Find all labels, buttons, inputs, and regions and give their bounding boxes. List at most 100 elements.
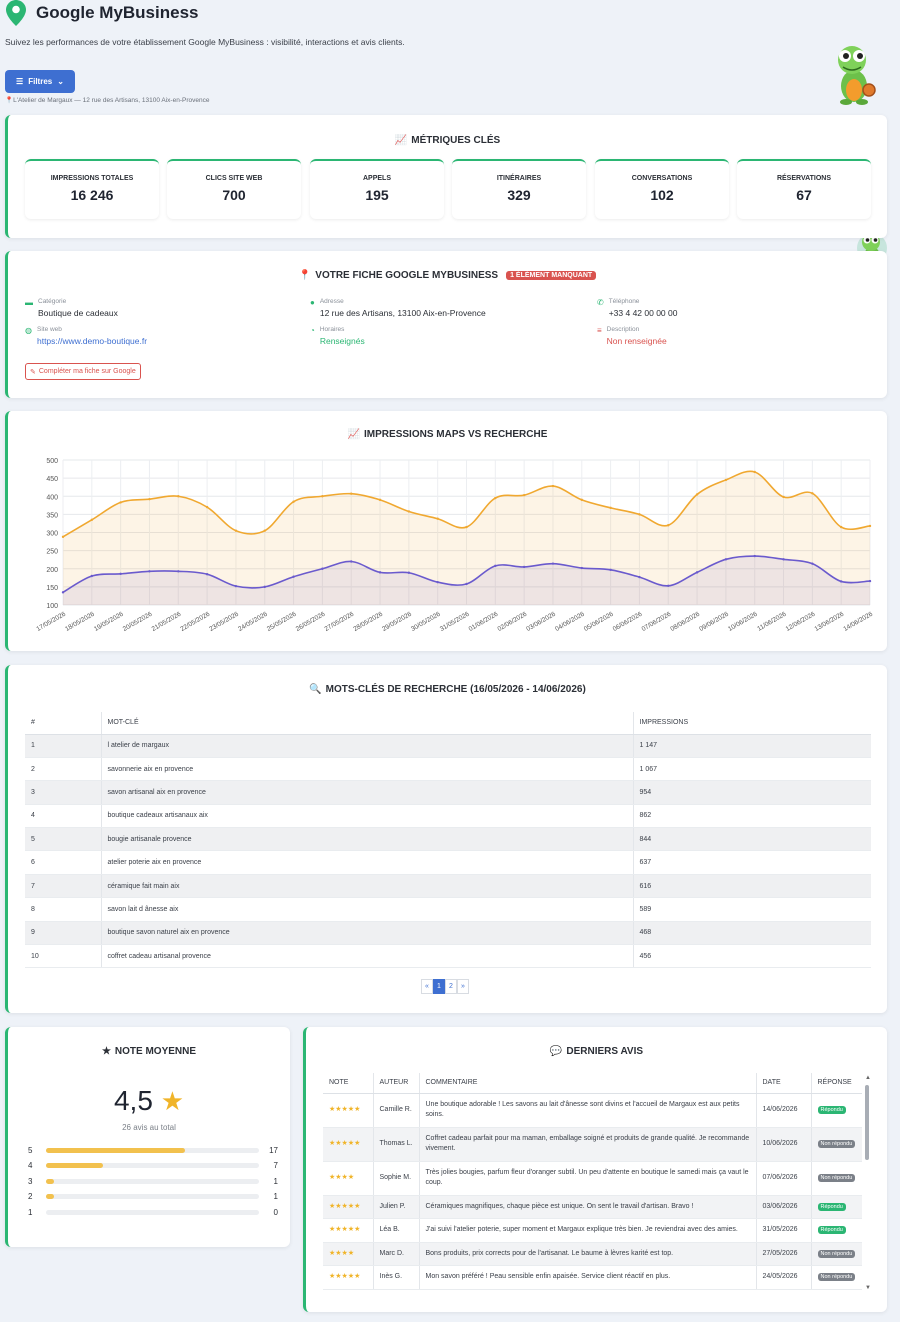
field-label: Site web — [36, 326, 62, 333]
data-point — [177, 495, 180, 498]
metric-conversations: CONVERSATIONS 102 — [595, 159, 729, 219]
profile-field: ✆ Téléphone +33 4 42 00 00 00 — [597, 298, 677, 318]
metric-label: IMPRESSIONS TOTALES — [50, 175, 134, 182]
data-point — [263, 585, 266, 589]
profile-title-text: VOTRE FICHE GOOGLE MYBUSINESS — [315, 270, 499, 281]
review-row: ★★★★★ Inès G. Mon savon préféré ! Peau sen… — [323, 1265, 862, 1290]
page-1[interactable]: 1 — [433, 979, 445, 994]
review-reply: Non répondu — [810, 1265, 862, 1290]
profile-title: 📍 VOTRE FICHE GOOGLE MYBUSINESS 1 ÉLÉMEN… — [8, 270, 887, 281]
review-date: 10/06/2026 — [755, 1127, 811, 1162]
review-reply: Répondu — [810, 1093, 862, 1128]
table-row: 8 savon lait d ânesse aix 589 — [25, 897, 871, 922]
filters-button[interactable]: ☰ Filtres ⌄ — [5, 70, 75, 93]
metrics-title: 📈 MÉTRIQUES CLÉS — [8, 135, 887, 146]
table-cell: 1 — [25, 734, 101, 758]
field-value[interactable]: https://www.demo-boutique.fr — [36, 336, 148, 346]
field-label: Adresse — [319, 298, 344, 305]
data-point — [350, 492, 353, 495]
star-level: 2 — [28, 1192, 33, 1201]
scroll-down-icon[interactable]: ▼ — [865, 1285, 871, 1291]
y-tick-label: 100 — [46, 603, 58, 610]
map-pin-icon: ● — [310, 298, 315, 307]
metric-directions: ITINÉRAIRES 329 — [452, 159, 586, 219]
field-label: Téléphone — [608, 298, 640, 305]
store-icon: ▬ — [25, 298, 33, 307]
data-point — [868, 579, 872, 583]
table-cell: 844 — [632, 827, 871, 852]
metric-label: CLICS SITE WEB — [205, 175, 263, 182]
rating-bar-track — [46, 1194, 259, 1199]
table-cell: savonnerie aix en provence — [100, 757, 633, 782]
map-marker-icon: 📍 — [298, 270, 312, 281]
data-point — [839, 525, 843, 529]
data-point — [580, 566, 583, 570]
page-2[interactable]: 2 — [445, 979, 457, 994]
x-tick-label: 26/05/2026 — [295, 610, 327, 633]
page-next[interactable]: » — [457, 979, 469, 994]
keywords-card: 🔍 MOTS-CLÉS DE RECHERCHE (16/05/2026 - 14… — [5, 665, 887, 1013]
col-impressions: IMPRESSIONS — [632, 712, 871, 735]
reviews-scrollbar[interactable]: ▲ ▼ — [865, 1075, 871, 1295]
scroll-up-icon[interactable]: ▲ — [865, 1075, 871, 1081]
review-date: 03/06/2026 — [755, 1195, 811, 1219]
data-point — [407, 510, 411, 513]
table-cell: céramique fait main aix — [100, 874, 633, 899]
metrics-title-text: MÉTRIQUES CLÉS — [411, 135, 501, 146]
review-note: ★★★★★ — [323, 1265, 373, 1290]
review-comment: Coffret cadeau parfait pour ma maman, em… — [418, 1127, 756, 1162]
y-tick-label: 200 — [46, 567, 58, 574]
rating-value-row: 4,5 ★ — [8, 1085, 290, 1117]
rating-bar-track — [46, 1209, 259, 1215]
x-tick-label: 10/06/2026 — [727, 610, 759, 633]
data-point — [234, 529, 238, 532]
x-tick-label: 21/05/2026 — [151, 610, 183, 633]
data-point — [205, 572, 209, 576]
profile-field: ≡ Description Non renseignée — [597, 326, 667, 346]
complete-profile-button[interactable]: ✎ Compléter ma fiche sur Google — [25, 363, 141, 380]
series-area — [63, 471, 870, 605]
metrics-card: 📈 MÉTRIQUES CLÉS IMPRESSIONS TOTALES 16 24… — [5, 115, 887, 238]
metric-label: ITINÉRAIRES — [496, 175, 542, 182]
field-value: Non renseignée — [606, 336, 667, 346]
x-tick-label: 18/05/2026 — [64, 610, 96, 633]
page-subtitle: Suivez les performances de votre établis… — [5, 37, 405, 47]
metric-web-clicks: CLICS SITE WEB 700 — [167, 159, 301, 219]
table-cell: 862 — [632, 804, 871, 829]
review-row: ★★★★ Sophie M. Très jolies bougies, parfum… — [323, 1161, 862, 1196]
profile-field: ● Adresse 12 rue des Artisans, 13100 Aix-e… — [310, 298, 486, 318]
y-tick-label: 250 — [46, 549, 58, 556]
sliders-icon: ☰ — [16, 77, 24, 86]
review-note: ★★★★★ — [323, 1127, 373, 1162]
data-point — [494, 564, 497, 568]
x-tick-label: 09/06/2026 — [698, 610, 730, 633]
rating-bar-track — [46, 1178, 259, 1184]
x-tick-label: 17/05/2026 — [35, 610, 67, 633]
data-point — [695, 493, 699, 496]
review-date: 31/05/2026 — [755, 1218, 811, 1243]
field-value: Boutique de cadeaux — [38, 308, 118, 318]
review-row: ★★★★★ Julien P. Céramiques magnifiques, ch… — [323, 1195, 862, 1219]
reviews-title-text: DERNIERS AVIS — [566, 1046, 644, 1057]
x-tick-label: 08/06/2026 — [669, 610, 701, 633]
rating-count: 7 — [273, 1161, 278, 1170]
data-point — [378, 571, 382, 574]
table-cell: 4 — [25, 804, 101, 829]
data-point — [234, 584, 238, 588]
table-cell: 9 — [25, 921, 101, 946]
x-tick-label: 19/05/2026 — [93, 610, 125, 633]
table-cell: boutique cadeaux artisanaux aix — [100, 804, 633, 829]
rating-count: 17 — [269, 1145, 278, 1155]
review-stars-icon: ★★★★ — [329, 1173, 355, 1181]
col-rank: # — [25, 712, 101, 735]
page-prev[interactable]: « — [421, 979, 433, 994]
star-level: 3 — [28, 1176, 33, 1186]
x-tick-label: 06/06/2026 — [612, 610, 644, 633]
y-tick-label: 150 — [46, 585, 58, 592]
chart-title: 📈 IMPRESSIONS MAPS VS RECHERCHE — [8, 429, 887, 440]
scroll-thumb[interactable] — [865, 1085, 869, 1160]
field-value: +33 4 42 00 00 00 — [608, 308, 678, 318]
star-level: 5 — [28, 1145, 33, 1155]
